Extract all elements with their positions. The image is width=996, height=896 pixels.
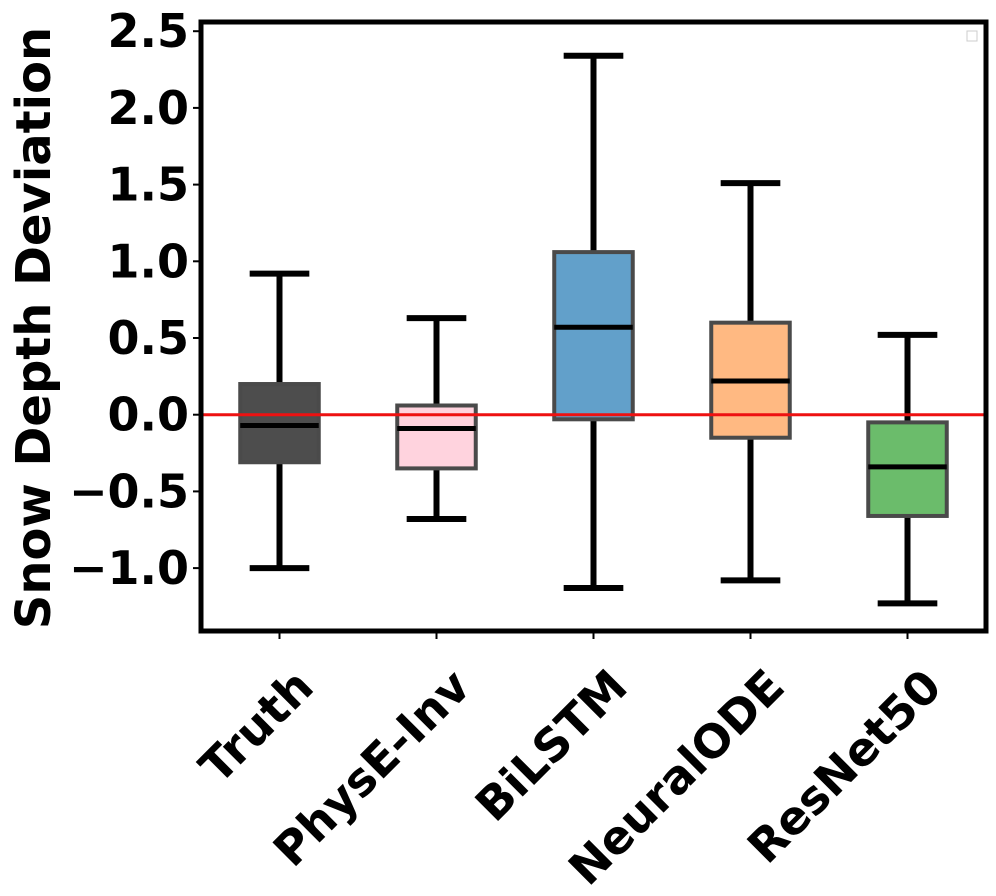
box-group-resnet50 xyxy=(866,331,949,607)
box-group-truth xyxy=(238,270,321,572)
y-tick-label: 0.0 xyxy=(108,388,190,442)
y-tick-label: −0.5 xyxy=(69,464,189,518)
box-group-physe-inv xyxy=(395,315,478,523)
y-tick-label: 1.5 xyxy=(108,158,190,212)
y-axis-title: Snow Depth Deviation xyxy=(6,27,62,629)
boxes-layer xyxy=(238,52,949,607)
x-tick-label: Truth xyxy=(189,659,324,794)
legend-box xyxy=(966,30,978,42)
y-tick-label: 0.5 xyxy=(108,311,190,365)
plot-frame xyxy=(198,19,989,634)
y-tick-label: −1.0 xyxy=(69,541,189,595)
box-bilstm xyxy=(552,250,635,422)
box-group-bilstm xyxy=(552,52,635,592)
y-tick-label: 1.0 xyxy=(108,234,190,288)
y-ticks-layer: −1.0 −0.5 0.0 0.5 1.0 1.5 2.0 2.5 xyxy=(69,4,201,595)
box-group-neuralode xyxy=(709,180,792,584)
y-tick-label: 2.0 xyxy=(108,81,190,135)
y-tick-label: 2.5 xyxy=(108,4,190,58)
